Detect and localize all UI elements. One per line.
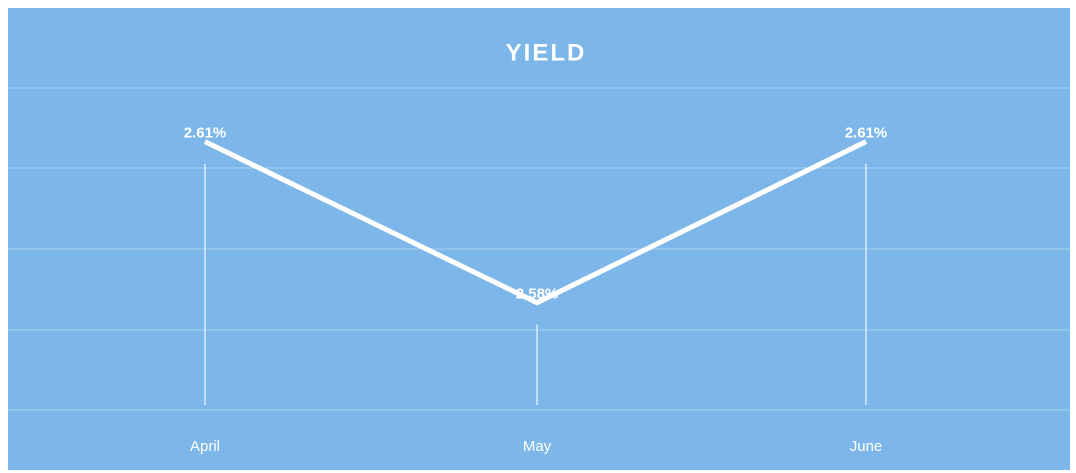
data-label: 2.58% [516,286,559,303]
grid [8,87,1070,411]
line [203,139,868,306]
data-label: 2.61% [845,125,888,142]
x-tick-label: June [850,438,883,455]
x-tick-label: April [190,438,220,455]
chart-background [8,8,1070,470]
data-label: 2.61% [184,125,227,142]
x-tick-label: May [523,438,552,455]
chart-title: YIELD [506,39,587,66]
